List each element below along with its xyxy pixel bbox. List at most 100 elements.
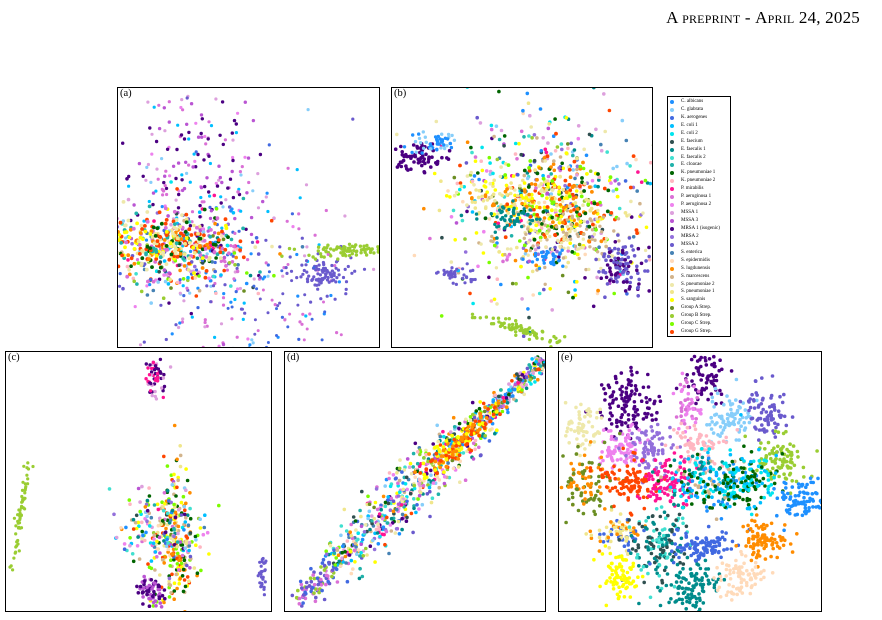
scatter-point xyxy=(310,317,314,321)
scatter-point xyxy=(572,208,576,212)
scatter-point xyxy=(503,189,508,194)
scatter-point xyxy=(179,231,183,236)
scatter-point xyxy=(591,222,595,227)
scatter-point xyxy=(445,156,449,160)
scatter-point xyxy=(475,115,479,120)
scatter-point xyxy=(170,483,175,487)
scatter-point xyxy=(564,434,568,438)
legend-label: S. sanguinis xyxy=(681,297,706,303)
scatter-point xyxy=(349,522,353,527)
scatter-point xyxy=(163,555,168,559)
scatter-point xyxy=(224,264,228,268)
panel-b-label: (b) xyxy=(394,88,407,99)
scatter-point xyxy=(629,365,633,370)
legend-marker-icon xyxy=(670,131,674,136)
scatter-point xyxy=(171,231,175,236)
scatter-point xyxy=(615,260,620,265)
scatter-point xyxy=(450,450,455,455)
scatter-point xyxy=(421,461,426,466)
scatter-point xyxy=(608,395,613,399)
scatter-point xyxy=(624,138,629,143)
scatter-point xyxy=(570,185,575,189)
scatter-point xyxy=(316,252,320,256)
scatter-point xyxy=(507,323,511,327)
scatter-point xyxy=(131,276,136,281)
scatter-point xyxy=(576,425,580,430)
scatter-point xyxy=(167,579,171,584)
scatter-point xyxy=(404,519,409,523)
scatter-point xyxy=(309,300,313,304)
scatter-point xyxy=(366,516,370,521)
scatter-point xyxy=(146,279,150,284)
scatter-point xyxy=(250,240,255,244)
scatter-point xyxy=(671,391,676,396)
scatter-point xyxy=(329,247,333,251)
scatter-point xyxy=(524,248,528,253)
scatter-point xyxy=(632,400,637,404)
scatter-point xyxy=(321,260,325,265)
scatter-point xyxy=(264,195,268,199)
scatter-point xyxy=(618,262,623,266)
scatter-point xyxy=(699,364,703,369)
scatter-point xyxy=(532,333,537,337)
scatter-point xyxy=(300,586,304,590)
scatter-point xyxy=(305,327,309,331)
scatter-point xyxy=(755,398,759,403)
scatter-point xyxy=(435,471,439,476)
scatter-point xyxy=(434,451,439,456)
scatter-point xyxy=(359,514,363,519)
scatter-point xyxy=(385,521,390,525)
legend-item: Group B Strep. xyxy=(670,312,730,320)
scatter-point xyxy=(263,569,267,573)
scatter-point xyxy=(171,164,176,168)
scatter-point xyxy=(587,442,592,447)
scatter-point xyxy=(18,508,22,512)
scatter-point xyxy=(420,502,425,507)
scatter-point xyxy=(315,267,319,271)
scatter-point xyxy=(733,412,737,416)
scatter-point xyxy=(564,231,569,235)
scatter-point xyxy=(498,205,502,209)
scatter-point xyxy=(545,209,549,213)
scatter-point xyxy=(465,88,469,89)
scatter-point xyxy=(295,276,299,280)
scatter-point xyxy=(236,287,240,291)
scatter-point xyxy=(472,415,477,420)
scatter-point xyxy=(179,513,184,517)
scatter-point xyxy=(624,400,629,404)
scatter-point xyxy=(503,392,508,397)
scatter-point xyxy=(209,300,213,304)
scatter-point xyxy=(707,422,712,427)
scatter-point xyxy=(505,192,509,197)
scatter-point xyxy=(633,410,638,414)
legend-label: S. pneumoniae 2 xyxy=(681,281,715,287)
scatter-point xyxy=(488,419,492,424)
scatter-point xyxy=(522,243,527,248)
scatter-point xyxy=(304,314,308,318)
scatter-point xyxy=(579,194,584,199)
scatter-point xyxy=(151,225,156,230)
scatter-point xyxy=(428,147,433,151)
scatter-point xyxy=(525,171,530,175)
scatter-point xyxy=(632,254,637,258)
scatter-point xyxy=(603,391,608,396)
scatter-point xyxy=(614,436,618,441)
scatter-point xyxy=(142,579,147,583)
scatter-point xyxy=(372,267,376,271)
scatter-point xyxy=(614,187,619,192)
scatter-point xyxy=(635,286,640,290)
scatter-point xyxy=(176,478,180,483)
scatter-point xyxy=(464,432,469,436)
scatter-point xyxy=(520,297,524,301)
scatter-point xyxy=(151,541,156,545)
scatter-point xyxy=(511,394,515,398)
scatter-point xyxy=(136,486,141,491)
scatter-point xyxy=(209,228,213,232)
scatter-point xyxy=(773,421,777,425)
scatter-point xyxy=(158,370,162,374)
legend-marker-icon xyxy=(670,139,674,144)
scatter-point xyxy=(648,397,652,402)
scatter-point xyxy=(172,502,176,507)
scatter-point xyxy=(486,407,490,411)
scatter-point xyxy=(511,199,515,203)
